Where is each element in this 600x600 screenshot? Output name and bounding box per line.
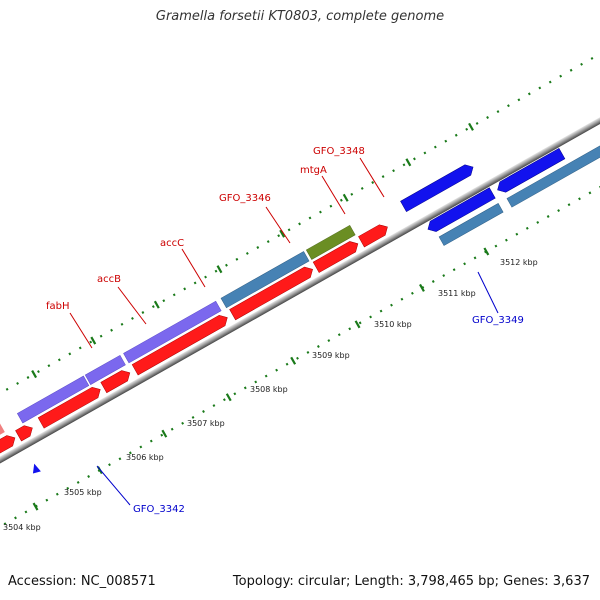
tick-label: 3510 kbp bbox=[374, 320, 412, 329]
forward-cds-arrow bbox=[131, 315, 228, 376]
tick-label: 3507 kbp bbox=[187, 419, 225, 428]
outer-tick-row bbox=[0, 54, 599, 421]
feature-gfo3346 bbox=[220, 251, 310, 309]
leader-gfo3346 bbox=[265, 206, 291, 244]
feature-steelblue bbox=[506, 143, 600, 208]
tick-label: 3508 kbp bbox=[250, 385, 288, 394]
outer-major-tick bbox=[216, 265, 223, 274]
gene-label-gfo3346: GFO_3346 bbox=[219, 193, 271, 204]
small-reverse-marker bbox=[32, 463, 41, 474]
feature-gfo3349 bbox=[438, 203, 504, 246]
accession-label: Accession: NC_008571 bbox=[8, 574, 156, 589]
inner-tick-row bbox=[0, 154, 600, 532]
feature-mtgA bbox=[305, 224, 356, 260]
feature-accB bbox=[84, 354, 126, 385]
tick-label: 3511 kbp bbox=[438, 289, 476, 298]
reverse-cds-arrow bbox=[497, 147, 566, 193]
forward-cds-arrow bbox=[100, 370, 131, 394]
gene-label-mtgA: mtgA bbox=[300, 165, 327, 176]
gene-label-fabH: fabH bbox=[46, 301, 70, 312]
leader-mtgA bbox=[321, 175, 346, 215]
leader-gfo3342 bbox=[96, 465, 131, 506]
leader-accC bbox=[181, 248, 206, 288]
inner-major-tick bbox=[225, 393, 232, 402]
feature-fabH bbox=[16, 375, 90, 424]
gene-label-leaders bbox=[69, 157, 385, 349]
forward-cds-row bbox=[0, 164, 474, 465]
outer-major-tick bbox=[90, 336, 97, 345]
reverse-cds-arrow bbox=[427, 187, 496, 232]
gene-label-gfo3349: GFO_3349 bbox=[472, 315, 524, 326]
tick-label: 3506 kbp bbox=[126, 453, 164, 462]
outer-major-tick bbox=[279, 229, 286, 238]
genome-backbone bbox=[0, 102, 600, 483]
reverse-cds-arrow bbox=[400, 164, 474, 213]
forward-cds-arrow bbox=[229, 266, 313, 321]
inner-major-tick bbox=[290, 356, 297, 365]
outer-major-tick bbox=[468, 122, 474, 131]
leader-gfo3348 bbox=[359, 157, 385, 198]
small-feature-pink bbox=[0, 423, 5, 437]
reverse-cds-row bbox=[32, 143, 600, 474]
outer-major-tick bbox=[153, 300, 160, 309]
inner-major-tick bbox=[32, 502, 39, 511]
forward-cds-arrow bbox=[312, 241, 359, 273]
inner-major-tick bbox=[161, 429, 168, 438]
gene-label-accC: accC bbox=[160, 238, 184, 249]
leader-accB bbox=[117, 286, 147, 325]
gene-label-accB: accB bbox=[97, 274, 121, 285]
forward-cds-arrow bbox=[358, 224, 388, 248]
reverse-label-leaders bbox=[96, 271, 499, 506]
inner-major-tick bbox=[483, 247, 490, 256]
map-title: Gramella forsetii KT0803, complete genom… bbox=[155, 9, 445, 24]
outer-major-tick bbox=[342, 193, 349, 202]
gene-label-gfo3348: GFO_3348 bbox=[313, 146, 365, 157]
tick-label: 3509 kbp bbox=[312, 351, 350, 360]
genome-summary: Topology: circular; Length: 3,798,465 bp… bbox=[232, 574, 590, 589]
tick-label: 3505 kbp bbox=[64, 488, 102, 497]
gene-label-gfo3342: GFO_3342 bbox=[133, 504, 185, 515]
tick-label: 3512 kbp bbox=[500, 258, 538, 267]
outer-major-tick bbox=[31, 370, 38, 379]
feature-track bbox=[0, 224, 356, 437]
inner-major-tick bbox=[354, 320, 361, 329]
leader-fabH bbox=[69, 312, 93, 349]
forward-cds-arrow bbox=[37, 386, 101, 429]
feature-accC bbox=[123, 300, 222, 364]
inner-major-tick bbox=[419, 283, 425, 292]
forward-cds-arrow bbox=[0, 435, 16, 465]
outer-major-tick bbox=[405, 158, 412, 167]
forward-cds-arrow bbox=[15, 425, 33, 442]
tick-label: 3504 kbp bbox=[3, 523, 41, 532]
leader-gfo3349 bbox=[477, 271, 499, 314]
